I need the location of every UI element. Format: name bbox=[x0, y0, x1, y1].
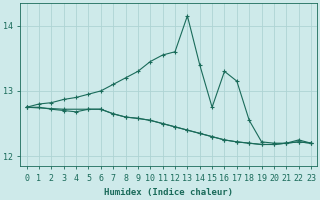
X-axis label: Humidex (Indice chaleur): Humidex (Indice chaleur) bbox=[104, 188, 233, 197]
